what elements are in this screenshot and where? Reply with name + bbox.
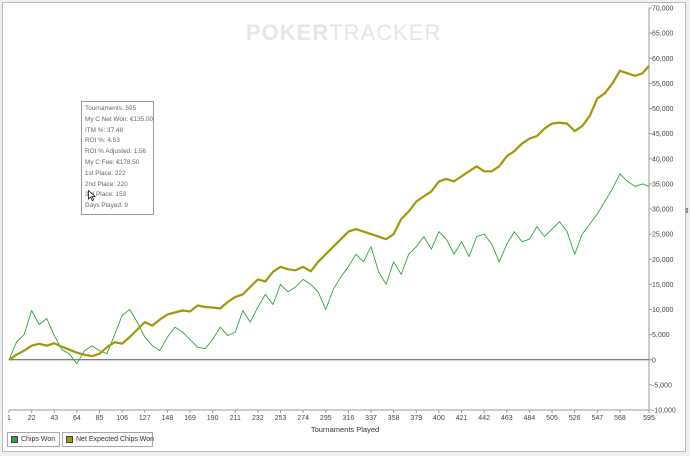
x-tick-label: 505 (546, 415, 558, 422)
chart-panel (2, 2, 686, 452)
x-tick-label: 106 (116, 415, 128, 422)
x-tick-label: 211 (230, 415, 241, 422)
x-tick-label: 64 (73, 415, 81, 422)
series-line-chips-won (8, 173, 650, 365)
stats-tooltip: Tournaments: 595 My C Net Won: €135.00 I… (81, 101, 154, 215)
y-tick-label: 10,000 (652, 307, 674, 314)
x-tick-label: 526 (569, 415, 581, 422)
y-tick-label: 45,000 (652, 131, 674, 138)
legend-label: Chips Won (21, 436, 56, 443)
y-tick-label: 0 (652, 357, 656, 364)
axis-resize-icon[interactable]: ⇕ (684, 208, 690, 215)
tooltip-line: ITM %: 37.48 (85, 126, 124, 134)
y-tick-label: -5,000 (652, 382, 672, 389)
pokertracker-watermark: POKERTRACKER (246, 20, 442, 45)
legend-swatch-net-expected (66, 435, 73, 443)
tooltip-line: Days Played: 9 (85, 202, 128, 210)
x-tick-label: 400 (433, 415, 445, 422)
x-tick-label: 358 (388, 415, 400, 422)
tooltip-line: ROI % Adjusted: 1.56 (85, 148, 147, 156)
x-tick-label: 379 (410, 415, 422, 422)
legend-swatch-chips-won (11, 435, 18, 443)
x-tick-label: 148 (162, 415, 174, 422)
x-tick-label: 316 (343, 415, 355, 422)
x-tick-label: 169 (184, 415, 196, 422)
y-tick-label: 60,000 (652, 56, 674, 63)
tooltip-line: My C Net Won: €135.00 (85, 115, 154, 123)
x-tick-label: 190 (207, 415, 219, 422)
legend-item-net-expected[interactable]: Net Expected Chips Won (62, 432, 155, 447)
tooltip-line: ROI %: 4.53 (85, 137, 120, 145)
x-tick-label: 421 (456, 415, 468, 422)
x-tick-label: 568 (614, 415, 626, 422)
x-tick-label: 232 (252, 415, 264, 422)
x-tick-label: 295 (320, 415, 332, 422)
tooltip-line: 1st Place: 222 (85, 169, 126, 177)
x-axis-title: Tournaments Played (310, 425, 380, 434)
legend-item-chips-won[interactable]: Chips Won (7, 432, 60, 447)
x-tick-label: 337 (365, 415, 377, 422)
y-tick-label: 30,000 (652, 207, 674, 214)
x-tick-label: 22 (28, 415, 36, 422)
x-tick-label: 595 (643, 415, 655, 422)
x-tick-label: 43 (50, 415, 58, 422)
x-tick-label: 442 (478, 415, 490, 422)
y-tick-label: 25,000 (652, 232, 674, 239)
tooltip-line: 3rd Place: 153 (85, 191, 127, 199)
y-tick-label: -10,000 (652, 408, 676, 415)
y-tick-label: 65,000 (652, 31, 674, 38)
y-tick-label: 35,000 (652, 181, 674, 188)
x-tick-label: 85 (96, 415, 104, 422)
tooltip-line: My C Fee: €178.50 (85, 158, 140, 166)
legend-label: Net Expected Chips Won (76, 436, 155, 443)
tooltip-line: 2nd Place: 220 (85, 180, 128, 188)
x-tick-label: 547 (591, 415, 603, 422)
y-tick-label: 40,000 (652, 156, 674, 163)
y-tick-label: 50,000 (652, 106, 674, 113)
x-tick-label: 1 (7, 415, 11, 422)
y-tick-label: 20,000 (652, 257, 674, 264)
y-tick-label: 70,000 (652, 6, 674, 13)
x-tick-label: 463 (501, 415, 513, 422)
x-tick-label: 253 (275, 415, 287, 422)
y-tick-label: 55,000 (652, 81, 674, 88)
series-line-net-expected-chips-won (8, 65, 650, 361)
x-tick-label: 127 (139, 415, 151, 422)
y-tick-label: 15,000 (652, 282, 674, 289)
x-tick-label: 274 (297, 415, 309, 422)
x-tick-label: 484 (524, 415, 536, 422)
tooltip-line: Tournaments: 595 (85, 105, 137, 112)
y-tick-label: 5,000 (652, 332, 670, 339)
mouse-pointer-icon (88, 190, 96, 201)
